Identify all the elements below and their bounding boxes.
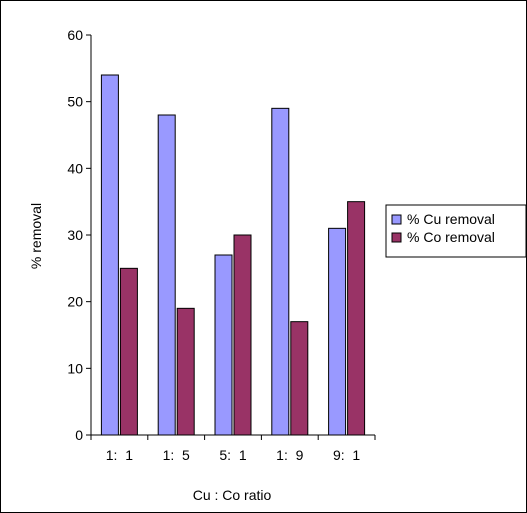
bar-cu-2 <box>157 114 176 436</box>
y-tick-label: 60 <box>67 27 83 43</box>
legend-swatch-co <box>391 232 402 243</box>
legend-label-co: % Co removal <box>407 229 495 245</box>
legend-swatch-cu <box>391 214 402 225</box>
y-axis-title: % removal <box>28 203 44 269</box>
bar-co-3 <box>233 234 252 436</box>
bar-co-5 <box>347 201 366 436</box>
y-tick-label: 0 <box>75 427 83 443</box>
bar-cu-1 <box>100 74 119 436</box>
x-tick-label: 5: 1 <box>219 447 246 463</box>
y-tick-label: 50 <box>67 94 83 110</box>
x-tick-label: 1: 9 <box>276 447 303 463</box>
x-tick-label: 1: 5 <box>163 447 190 463</box>
y-tick-label: 10 <box>67 360 83 376</box>
y-tick-label: 40 <box>67 160 83 176</box>
bar-co-1 <box>119 267 138 436</box>
y-tick-label: 20 <box>67 294 83 310</box>
bar-cu-4 <box>271 107 290 436</box>
legend-label-cu: % Cu removal <box>407 211 495 227</box>
plot-area: 0 10 20 30 40 50 60 1: 1 1: 5 5: 1 1: 9 9: 1 <box>67 27 376 463</box>
bar-cu-3 <box>214 254 233 436</box>
y-tick-label: 30 <box>67 227 83 243</box>
bar-cu-5 <box>328 227 347 436</box>
legend-box <box>385 204 527 258</box>
x-tick-label: 9: 1 <box>333 447 360 463</box>
x-tick-label: 1: 1 <box>106 447 133 463</box>
legend: % Cu removal % Co removal <box>385 204 527 258</box>
bar-co-4 <box>290 321 309 436</box>
x-axis-title: Cu : Co ratio <box>193 487 272 503</box>
bar-co-2 <box>176 307 195 436</box>
